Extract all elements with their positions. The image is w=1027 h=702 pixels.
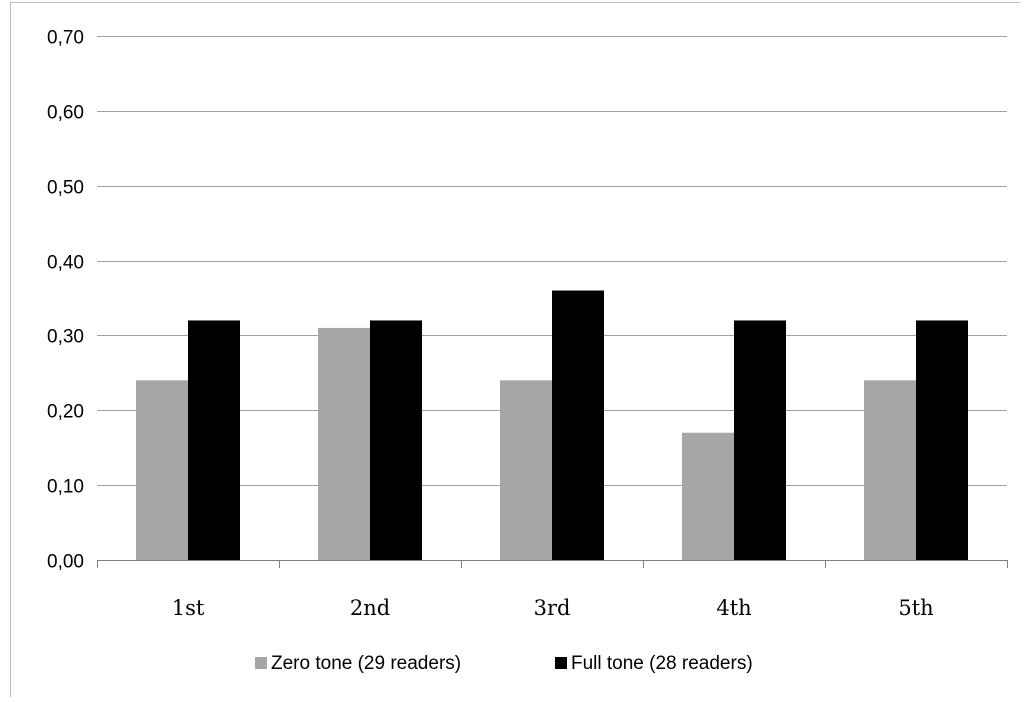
legend-label: Zero tone (29 readers) [271,653,461,674]
bar-full-tone-3rd [552,290,604,560]
y-tick-label: 0,00 [47,552,84,573]
legend: Zero tone (29 readers) Full tone (28 read… [255,653,753,674]
x-axis-tick-labels: 1st 2nd 3rd 4th 5th [172,596,934,620]
bar-zero-tone-2nd [318,327,370,560]
y-tick-label: 0,30 [47,327,84,348]
chart-frame [10,2,1020,697]
x-tick-label: 1st [172,596,205,620]
x-axis [97,560,1008,568]
y-tick-label: 0,50 [47,178,84,199]
y-tick-label: 0,70 [47,28,84,49]
bar-full-tone-2nd [370,320,422,560]
bar-full-tone-1st [188,320,240,560]
bar-full-tone-4th [734,320,786,560]
bar-full-tone-5th [916,320,968,560]
bar-zero-tone-5th [864,380,916,560]
y-tick-label: 0,60 [47,103,84,124]
x-tick-label: 4th [716,596,751,620]
y-tick-label: 0,40 [47,253,84,274]
y-axis-tick-labels: 0,00 0,10 0,20 0,30 0,40 0,50 0,60 0,70 [47,28,84,573]
bars [136,290,968,560]
y-tick-label: 0,10 [47,477,84,498]
legend-swatch [555,657,567,669]
legend-label: Full tone (28 readers) [571,653,753,674]
bar-zero-tone-3rd [500,380,552,560]
bar-zero-tone-4th [682,432,734,560]
bar-zero-tone-1st [136,380,188,560]
x-tick-label: 3rd [534,596,571,620]
legend-swatch [255,657,267,669]
y-tick-label: 0,20 [47,402,84,423]
x-tick-label: 2nd [350,596,390,620]
x-tick-label: 5th [898,596,933,620]
